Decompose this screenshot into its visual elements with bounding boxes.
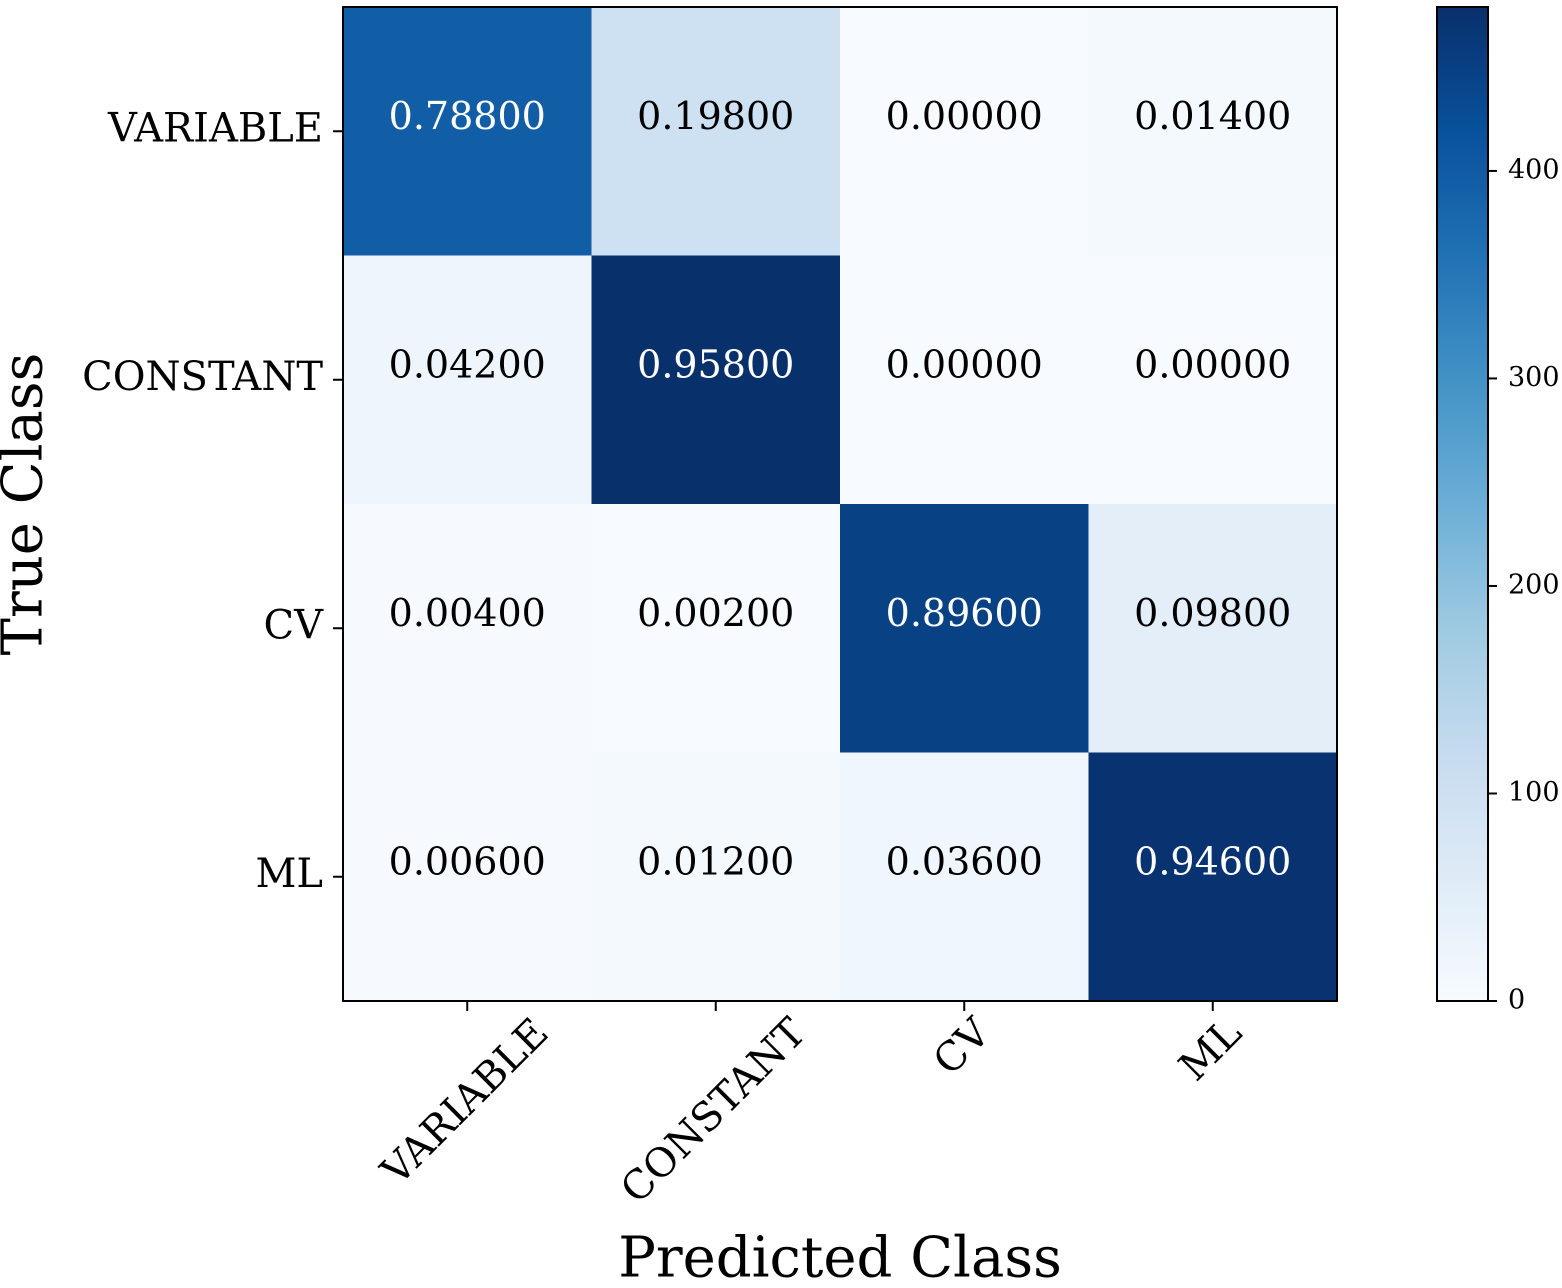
colorbar-tick-label: 200 <box>1508 569 1560 600</box>
y-tick-label: CV <box>264 602 325 648</box>
y-tick-label: CONSTANT <box>82 354 323 400</box>
y-tick-label: ML <box>255 851 323 897</box>
heatmap-cell <box>840 255 1089 505</box>
heatmap-cell <box>1088 752 1338 1002</box>
cell-label: 0.00000 <box>1134 342 1291 386</box>
heatmap-cell <box>840 752 1089 1002</box>
cell-label: 0.00000 <box>886 342 1043 386</box>
cell-label: 0.95800 <box>637 342 794 386</box>
heatmap-cell <box>591 752 841 1002</box>
colorbar-tick-label: 100 <box>1508 777 1560 808</box>
heatmap-cell <box>840 504 1089 753</box>
heatmap-cell <box>343 504 592 753</box>
x-tick-label: ML <box>1170 1010 1250 1090</box>
heatmap-cell <box>591 7 841 256</box>
cell-label: 0.89600 <box>886 591 1043 635</box>
colorbar <box>1436 6 1489 1002</box>
cell-label: 0.01400 <box>1134 94 1291 138</box>
heatmap-cell <box>840 7 1089 256</box>
heatmap-cell <box>591 504 841 753</box>
plot-frame <box>342 6 1338 1002</box>
y-axis-label: True Class <box>0 353 56 656</box>
heatmap-cell <box>343 7 592 256</box>
cell-label: 0.78800 <box>389 94 546 138</box>
colorbar-tick-label: 0 <box>1508 985 1525 1016</box>
cell-label: 0.19800 <box>637 94 794 138</box>
colorbar-tick-label: 400 <box>1508 154 1560 185</box>
heatmap-cell <box>591 255 841 505</box>
cell-label: 0.09800 <box>1134 591 1291 635</box>
cell-label: 0.00200 <box>637 591 794 635</box>
heatmap-cell <box>343 255 592 505</box>
colorbar-tick-label: 300 <box>1508 362 1560 393</box>
cell-label: 0.00400 <box>389 591 546 635</box>
heatmap-cell <box>1088 504 1338 753</box>
cell-label: 0.01200 <box>637 839 794 883</box>
x-tick-label: VARIABLE <box>372 1010 557 1195</box>
heatmap-cell <box>1088 255 1338 505</box>
cell-label: 0.04200 <box>389 342 546 386</box>
y-tick-label: VARIABLE <box>107 105 323 151</box>
heatmap-cell <box>1088 7 1338 256</box>
heatmap-cell <box>343 752 592 1002</box>
cell-label: 0.00000 <box>886 94 1043 138</box>
x-tick-label: CV <box>925 1009 1000 1084</box>
x-axis-label: Predicted Class <box>618 1226 1062 1288</box>
x-tick-label: CONSTANT <box>612 1009 815 1212</box>
cell-label: 0.03600 <box>886 839 1043 883</box>
cell-label: 0.94600 <box>1134 839 1291 883</box>
cell-label: 0.00600 <box>389 839 546 883</box>
